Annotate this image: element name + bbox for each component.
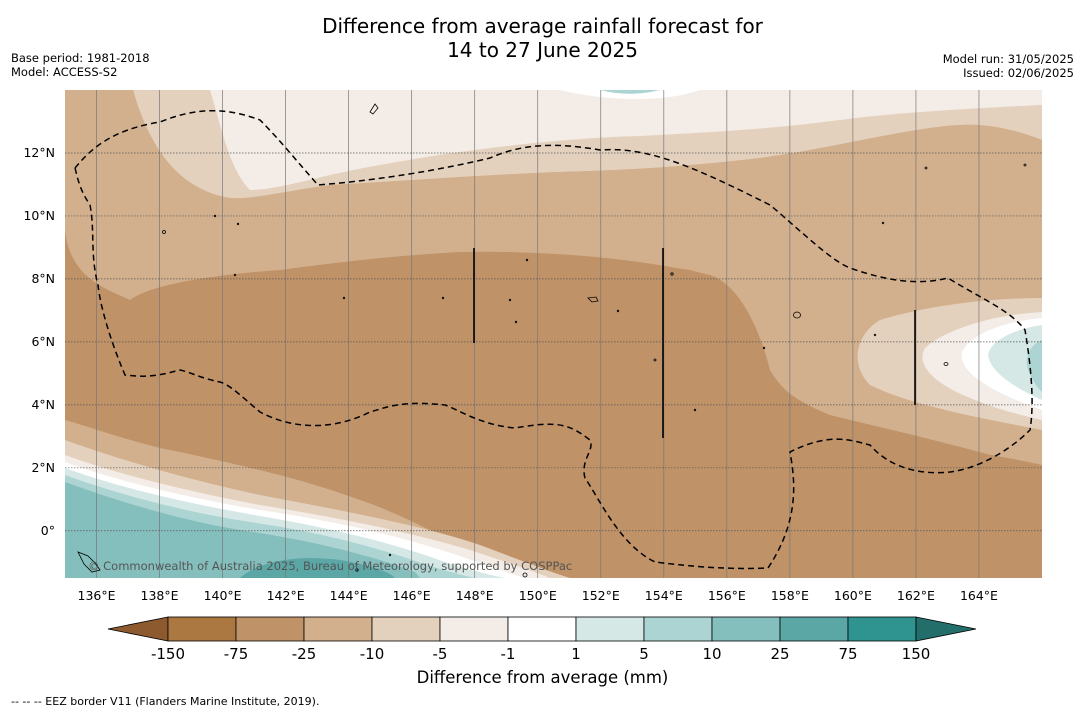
rainfall-contours — [65, 90, 1042, 578]
title-line-2: 14 to 27 June 2025 — [447, 38, 638, 62]
colorbar-label: Difference from average (mm) — [416, 668, 669, 687]
lat-tick-label: 2°N — [31, 460, 55, 475]
lat-tick-label: 8°N — [31, 271, 55, 286]
lon-tick-label: 148°E — [456, 588, 494, 603]
colorbar-swatch — [371, 616, 441, 642]
contour-band-plus-5-top — [600, 90, 660, 94]
colorbar-swatch — [439, 616, 509, 642]
lon-tick-label: 142°E — [267, 588, 305, 603]
colorbar-swatch — [575, 616, 645, 642]
lat-tick-label: 10°N — [23, 208, 55, 223]
lon-tick-label: 152°E — [582, 588, 620, 603]
lon-tick-label: 136°E — [78, 588, 116, 603]
colorbar-swatch — [167, 616, 237, 642]
colorbar-tick-labels: -150 -75 -25 -10 -5 -1 1 5 10 25 75 150 — [151, 645, 930, 663]
colorbar-swatch — [303, 616, 373, 642]
island-kosrae — [943, 362, 949, 366]
islands — [77, 103, 1027, 578]
colorbar-swatch — [779, 616, 849, 642]
contour-band-plus-1-top — [560, 90, 700, 100]
colorbar-tick-label: 75 — [838, 645, 857, 663]
colorbar-tick-label: -5 — [433, 645, 448, 663]
lon-tick-label: 150°E — [519, 588, 557, 603]
lon-tick-label: 138°E — [141, 588, 179, 603]
colorbar-swatch — [507, 616, 577, 642]
lon-tick-label: 164°E — [960, 588, 998, 603]
contour-band-minus-1 — [210, 90, 1042, 190]
lon-tick-label: 158°E — [771, 588, 809, 603]
meta-left: Base period: 1981-2018 Model: ACCESS-S2 — [11, 51, 150, 79]
lon-tick-label: 160°E — [834, 588, 872, 603]
colorbar-tick-label: -75 — [224, 645, 249, 663]
lon-tick-label: 146°E — [393, 588, 431, 603]
map-credit: © Commonwealth of Australia 2025, Bureau… — [88, 559, 572, 573]
map-title: Difference from average rainfall forecas… — [0, 14, 1085, 62]
colorbar-tick-label: 10 — [702, 645, 721, 663]
colorbar-tick-label: 5 — [639, 645, 649, 663]
island-chuuk — [587, 296, 599, 303]
island-guam — [369, 103, 379, 115]
colorbar-extend-low — [107, 616, 169, 642]
contour-band-plus-25-south — [65, 482, 420, 578]
colorbar-tick-label: -1 — [501, 645, 516, 663]
lat-tick-label: 4°N — [31, 397, 55, 412]
colorbar-tick-label: -150 — [151, 645, 185, 663]
lat-tick-label: 6°N — [31, 334, 55, 349]
contour-band-minus-75-core — [120, 255, 1042, 578]
colorbar-swatch — [711, 616, 781, 642]
lon-tick-label: 154°E — [645, 588, 683, 603]
model-run: Model run: 31/05/2025 — [942, 52, 1074, 66]
colorbar-tick-label: -25 — [292, 645, 317, 663]
solid-boundaries — [473, 248, 916, 438]
colorbar-swatch — [643, 616, 713, 642]
colorbar-tick-label: 150 — [902, 645, 931, 663]
colorbar-tick-label: 1 — [571, 645, 581, 663]
issued-date: Issued: 02/06/2025 — [963, 66, 1074, 80]
title-line-1: Difference from average rainfall forecas… — [322, 14, 763, 38]
meta-right: Model run: 31/05/2025 Issued: 02/06/2025 — [943, 52, 1074, 80]
colorbar — [107, 616, 977, 642]
island-yap — [162, 230, 166, 234]
lon-tick-label: 162°E — [897, 588, 935, 603]
colorbar-extend-high — [915, 616, 977, 642]
map-grid — [65, 90, 1042, 578]
colorbar-swatch — [235, 616, 305, 642]
lon-tick-label: 140°E — [204, 588, 242, 603]
island-new-guinea — [77, 551, 101, 573]
lat-tick-labels: 12°N 10°N 8°N 6°N 4°N 2°N 0° — [23, 145, 55, 538]
colorbar-tick-label: -10 — [360, 645, 385, 663]
lon-tick-labels: 136°E 138°E 140°E 142°E 144°E 146°E 148°E 150°E… — [78, 588, 999, 603]
colorbar-swatch — [847, 616, 917, 642]
lon-tick-label: 144°E — [330, 588, 368, 603]
contour-band-plus-5-east — [988, 325, 1042, 400]
contour-band-plus-75-south — [240, 558, 395, 578]
contour-band-plus-10-east — [1026, 340, 1042, 392]
lon-tick-label: 156°E — [708, 588, 746, 603]
lat-tick-label: 12°N — [23, 145, 55, 160]
island-pohnpei — [793, 311, 801, 319]
footnote: -- -- -- EEZ border V11 (Flanders Marine… — [11, 695, 320, 708]
model-name: Model: ACCESS-S2 — [11, 65, 118, 79]
colorbar-tick-label: 25 — [770, 645, 789, 663]
eez-borders — [74, 109, 1033, 570]
base-period: Base period: 1981-2018 — [11, 51, 150, 65]
eez-border-main — [74, 109, 1033, 570]
lat-tick-label: 0° — [41, 523, 55, 538]
